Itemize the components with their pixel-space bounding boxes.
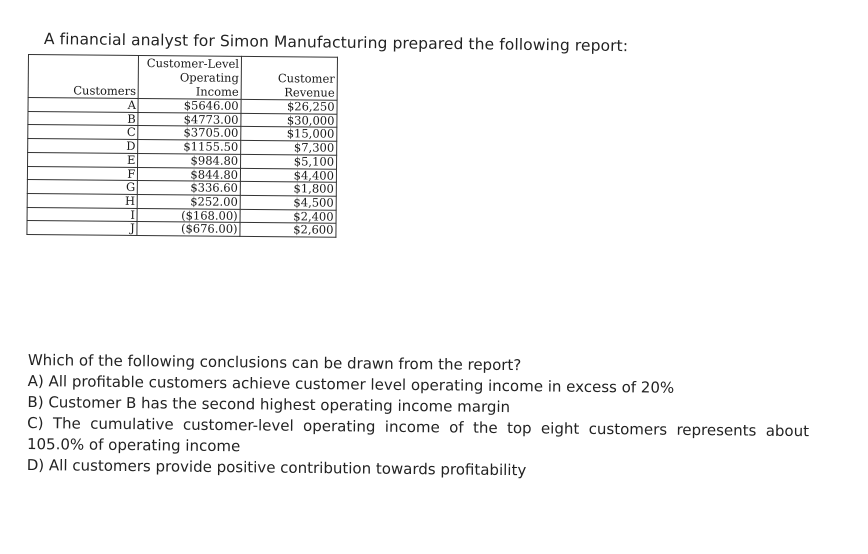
cell-revenue: $1,800: [240, 182, 337, 197]
cell-customer: J: [26, 220, 138, 236]
cell-customer: F: [27, 166, 138, 181]
cell-revenue: $30,000: [240, 113, 337, 128]
cell-operating-income: $5646.00: [138, 98, 242, 114]
cell-operating-income: $3705.00: [138, 126, 241, 141]
table-row: J ($676.00) $2,600: [26, 220, 337, 238]
cell-revenue: $26,250: [241, 99, 338, 114]
intro-text: A financial analyst for Simon Manufactur…: [43, 30, 629, 56]
cell-operating-income: $984.80: [137, 153, 241, 168]
header-revenue: Customer Revenue: [241, 56, 338, 101]
cell-customer: H: [27, 193, 138, 209]
option-c-word: C): [27, 413, 44, 433]
option-c-word: operating: [303, 416, 376, 436]
cell-revenue: $5,100: [240, 154, 337, 169]
report-table-body: A $5646.00 $26,250 B $4773.00 $30,000 C $3705.0…: [26, 97, 338, 238]
option-c-word: top: [506, 419, 532, 438]
option-c-word: about: [765, 421, 810, 441]
cell-operating-income: $1155.50: [137, 139, 241, 155]
cell-customer: C: [27, 124, 139, 140]
option-c-word: of: [449, 418, 464, 437]
cell-customer: I: [27, 207, 138, 222]
cell-revenue: $4,500: [240, 195, 337, 210]
option-c-word: customers: [588, 419, 668, 439]
cell-revenue: $2,400: [240, 209, 337, 224]
question-block: Which of the following conclusions can b…: [27, 350, 810, 484]
cell-operating-income: ($676.00): [137, 222, 241, 237]
report-table-container: Customers Customer-Level Operating Incom…: [26, 54, 338, 238]
option-c-word: The: [52, 414, 81, 433]
cell-customer: G: [27, 179, 138, 195]
cell-operating-income: $844.80: [137, 167, 241, 182]
option-c-word: customer-level: [182, 415, 294, 435]
option-c-word: cumulative: [90, 414, 174, 434]
cell-operating-income: $252.00: [137, 194, 241, 209]
cell-customer: E: [27, 152, 138, 167]
option-c-word: represents: [676, 420, 757, 440]
report-table: Customers Customer-Level Operating Incom…: [26, 54, 338, 238]
cell-revenue: $15,000: [240, 127, 337, 142]
cell-operating-income: $4773.00: [138, 112, 242, 127]
cell-customer: D: [27, 138, 139, 154]
cell-operating-income: $336.60: [137, 181, 241, 196]
table-header-row: Customers Customer-Level Operating Incom…: [28, 54, 338, 101]
cell-revenue: $2,600: [239, 223, 337, 238]
header-customers: Customers: [28, 54, 139, 99]
cell-customer: A: [28, 97, 139, 113]
option-c-word: the: [472, 418, 498, 437]
option-c-word: income: [384, 417, 440, 437]
cell-revenue: $4,400: [240, 168, 337, 183]
header-operating-income: Customer-Level Operating Income: [138, 55, 242, 100]
cell-operating-income: ($168.00): [137, 208, 241, 223]
cell-revenue: $7,300: [240, 140, 337, 156]
cell-customer: B: [27, 111, 139, 126]
option-c-word: eight: [540, 419, 580, 438]
